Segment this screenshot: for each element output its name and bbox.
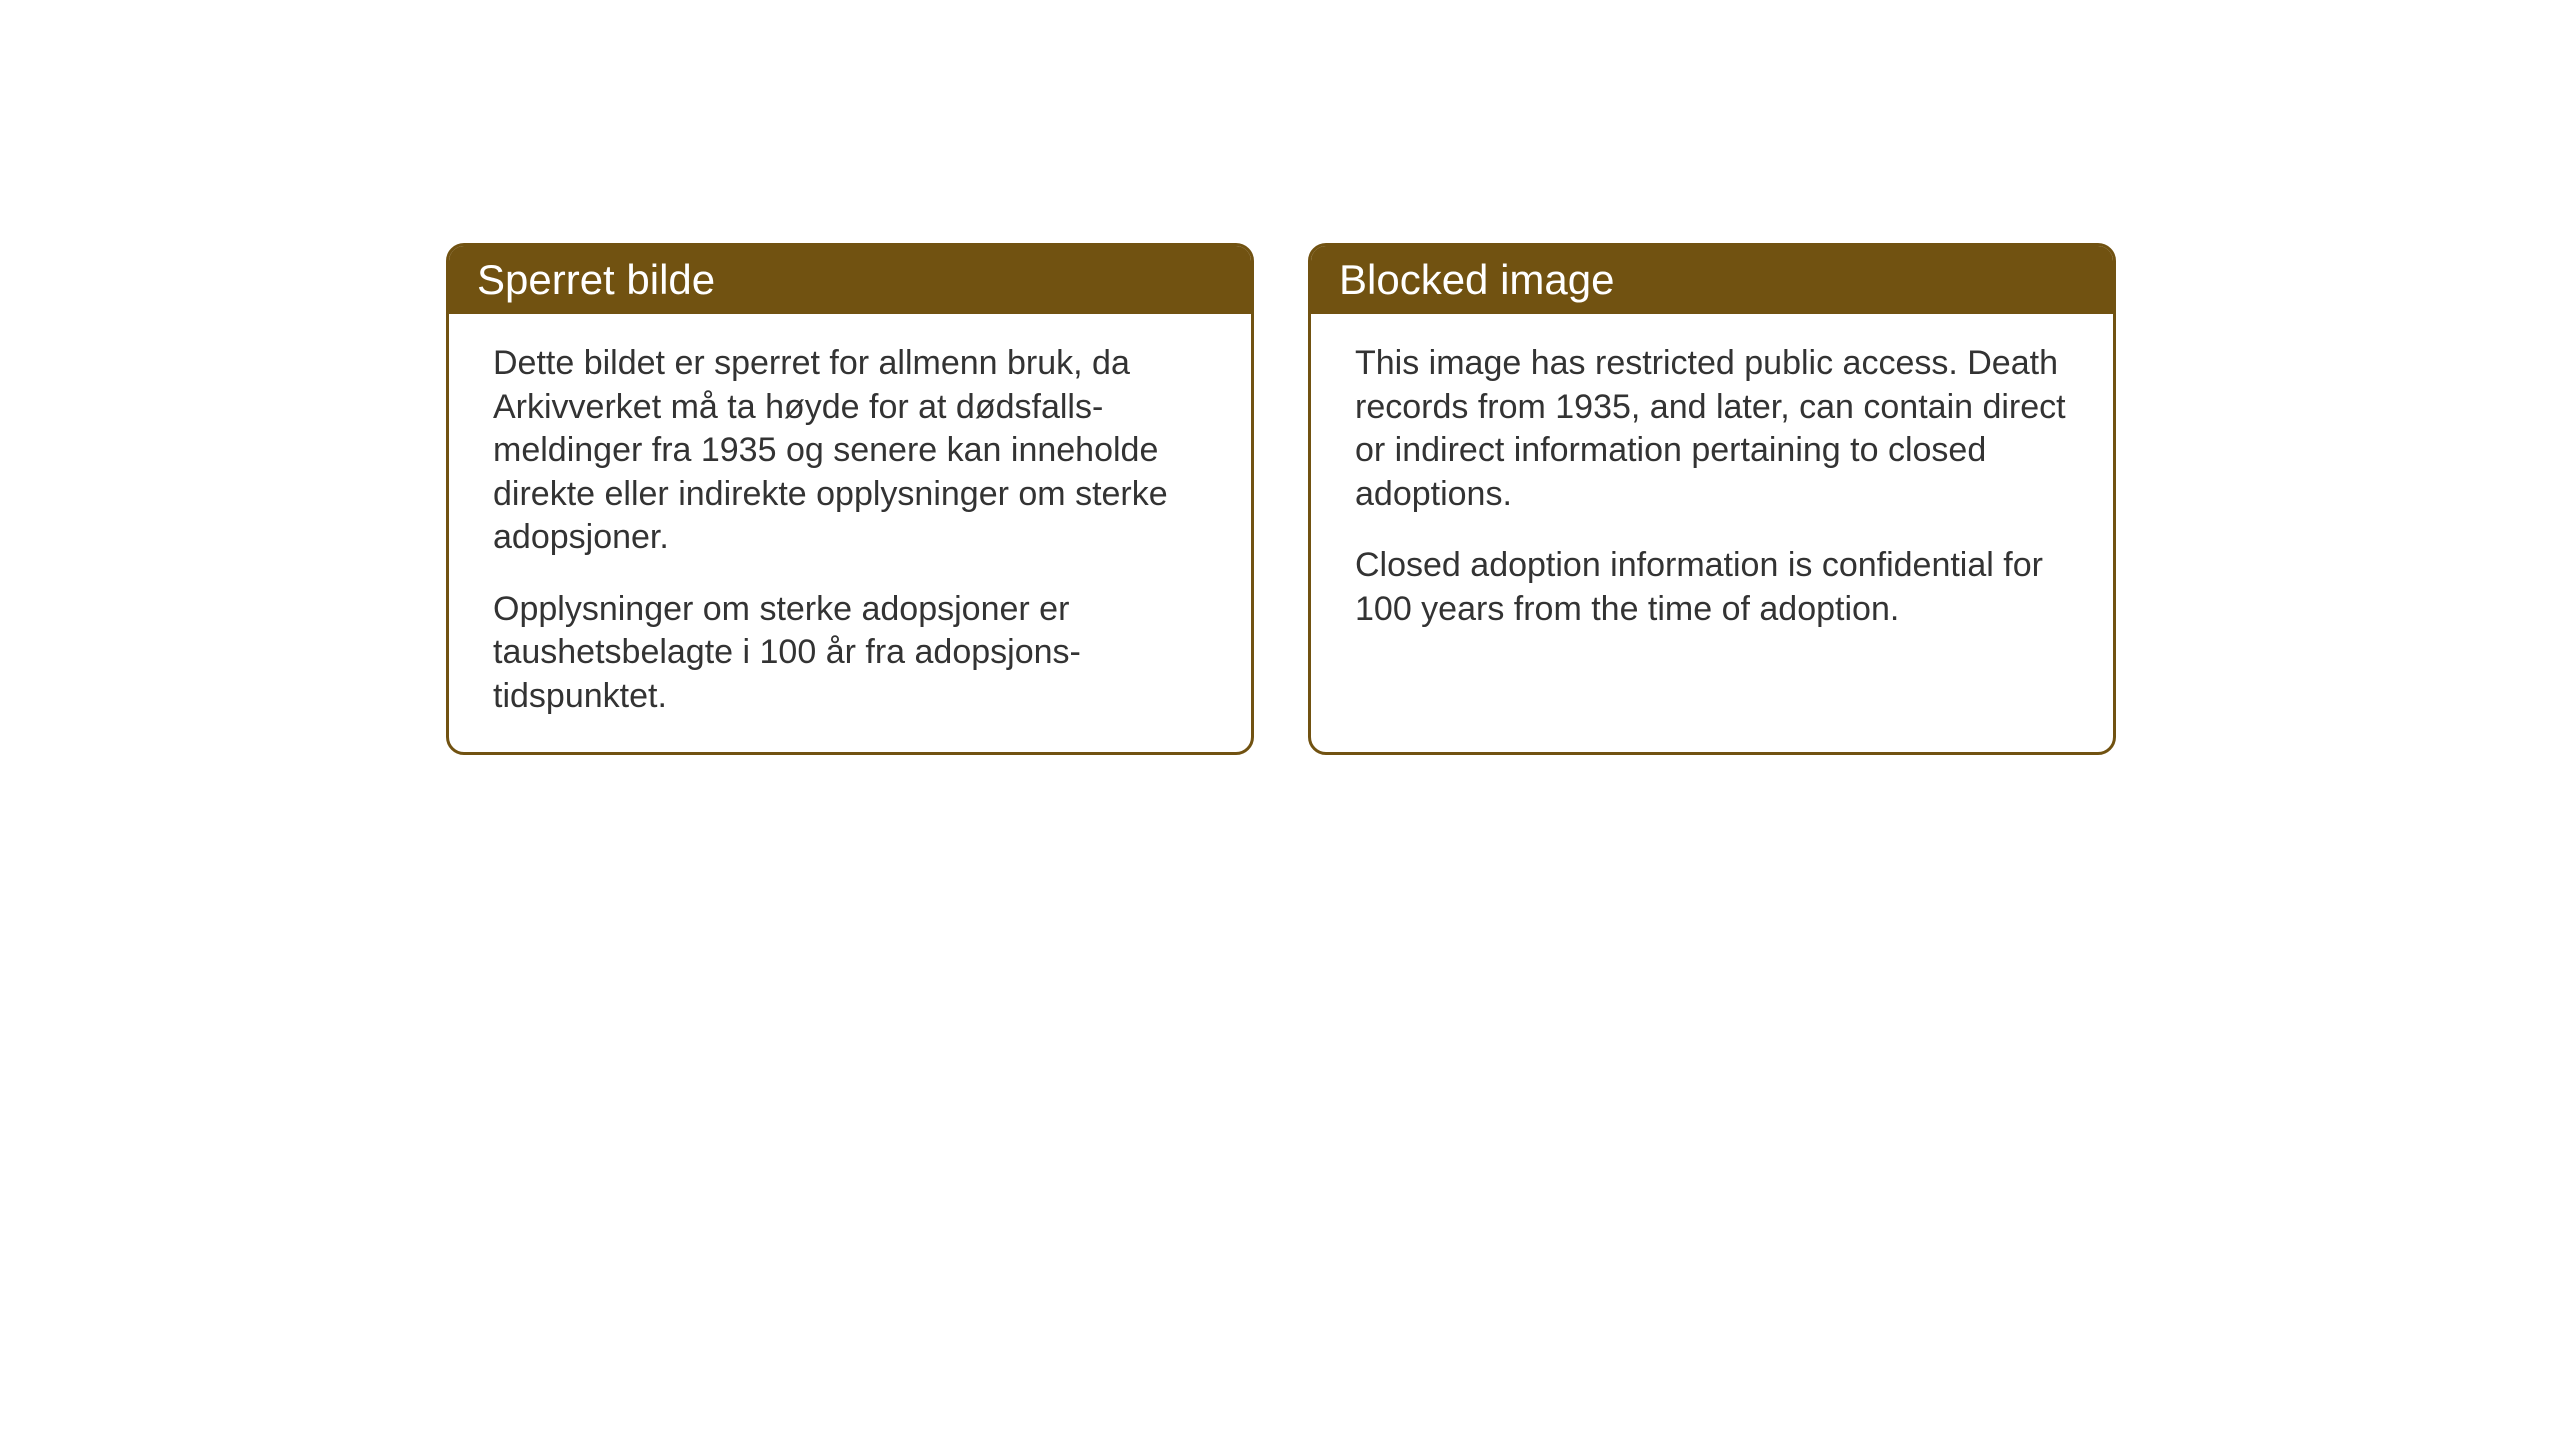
norwegian-paragraph-1: Dette bildet er sperret for allmenn bruk… [493,342,1207,560]
english-paragraph-2: Closed adoption information is confident… [1355,544,2069,631]
norwegian-card-title: Sperret bilde [449,246,1251,314]
english-card-title: Blocked image [1311,246,2113,314]
notice-container: Sperret bilde Dette bildet er sperret fo… [446,243,2116,755]
norwegian-card-body: Dette bildet er sperret for allmenn bruk… [449,314,1251,755]
english-card-body: This image has restricted public access.… [1311,314,2113,671]
norwegian-notice-card: Sperret bilde Dette bildet er sperret fo… [446,243,1254,755]
norwegian-paragraph-2: Opplysninger om sterke adopsjoner er tau… [493,588,1207,719]
english-paragraph-1: This image has restricted public access.… [1355,342,2069,516]
english-notice-card: Blocked image This image has restricted … [1308,243,2116,755]
